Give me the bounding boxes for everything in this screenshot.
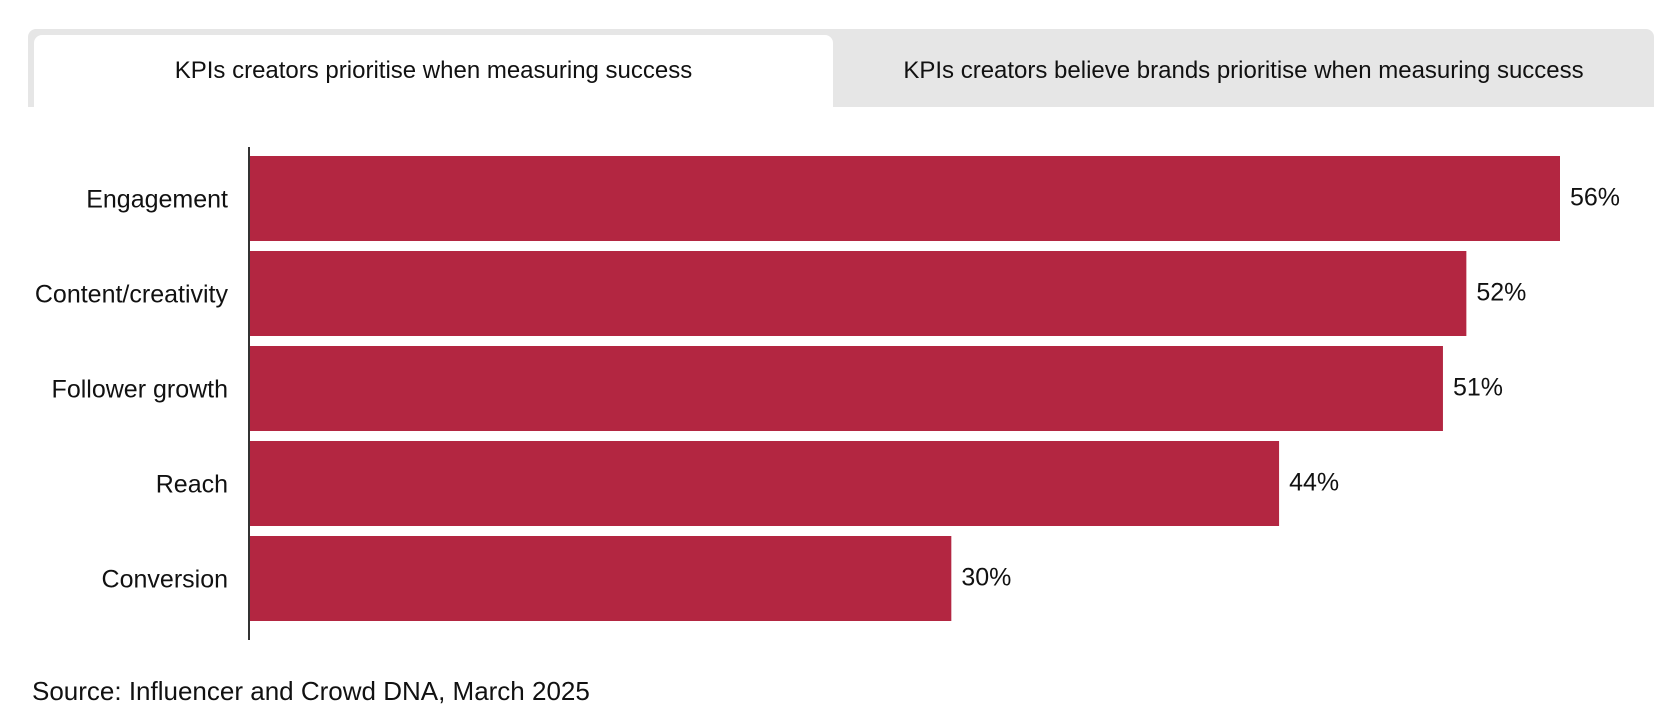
tab-creators-kpis[interactable]: KPIs creators prioritise when measuring … (34, 35, 833, 107)
value-label: 30% (961, 564, 1011, 592)
value-label: 52% (1476, 279, 1526, 307)
category-label: Engagement (86, 186, 228, 214)
bar-engagement (249, 156, 1560, 241)
value-label: 56% (1570, 184, 1620, 212)
category-label: Follower growth (52, 376, 228, 404)
bar-chart: Engagement 56% Content/creativity 52% Follow… (35, 147, 1620, 640)
bar-reach (249, 441, 1280, 526)
value-label: 44% (1289, 469, 1339, 497)
bar-content-creativity (249, 251, 1467, 336)
bar-follower-growth (249, 346, 1443, 431)
source-note: Source: Influencer and Crowd DNA, March … (32, 676, 590, 706)
category-label: Content/creativity (35, 281, 229, 309)
category-label: Reach (156, 471, 228, 499)
value-label: 51% (1453, 374, 1503, 402)
bar-conversion (249, 536, 952, 621)
category-label: Conversion (102, 566, 228, 594)
tab-bar: KPIs creators prioritise when measuring … (28, 29, 1654, 107)
tab-brands-kpis[interactable]: KPIs creators believe brands prioritise … (903, 57, 1584, 84)
